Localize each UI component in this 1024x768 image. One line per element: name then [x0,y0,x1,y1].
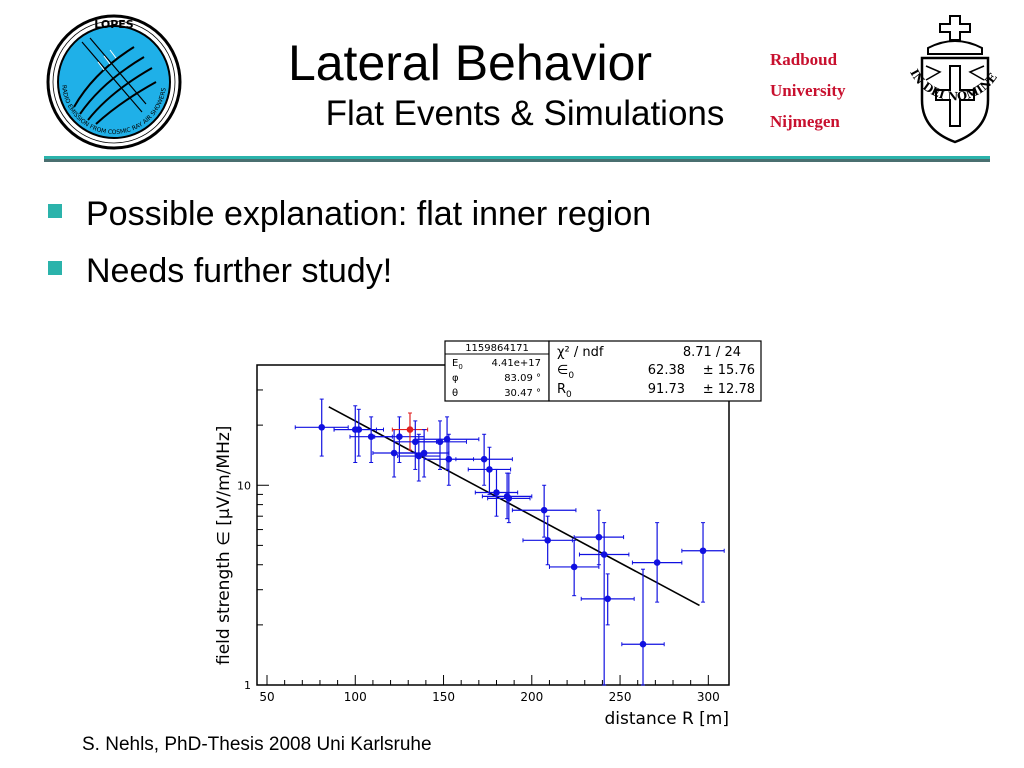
fit-eps0-error: ± 15.76 [703,363,755,378]
data-point [487,472,531,524]
data-point [548,539,600,597]
data-point-marker [544,537,551,544]
data-point [467,446,512,495]
fit-chi2-value: 8.71 / 24 [683,345,741,360]
fit-line [328,406,700,607]
data-point [522,515,573,566]
event-theta-value: 30.47 ° [504,388,541,399]
data-point-marker [595,533,603,541]
data-point-marker [420,449,428,457]
lopes-logo-text: LOPES [94,18,134,31]
highlighted-data-point [391,412,429,451]
event-energy-value: 4.41e+17 [491,358,541,369]
bullet-text: Possible explanation: flat inner region [86,195,652,233]
event-energy-label: E0 [452,358,463,371]
data-point-marker [604,595,611,603]
university-line-3: Nijmegen [770,112,840,131]
data-point-marker [600,551,608,558]
data-point-marker [318,424,326,431]
event-phi-value: 83.09 ° [504,373,541,384]
data-point-marker [355,426,363,433]
data-point-marker [570,563,578,571]
data-point-marker [445,455,453,463]
title-block: Lateral Behavior Flat Events & Simulatio… [200,34,800,134]
x-tick-label: 50 [259,690,274,704]
data-point [621,568,665,686]
data-point-marker [699,547,707,555]
university-line-2: University [770,81,846,100]
data-point-marker [390,449,398,457]
y-tick-label: 1 [244,679,251,692]
data-point-marker [505,495,513,502]
fit-r0-label: R0 [557,382,572,400]
data-point-marker [486,466,493,473]
event-phi-label: φ [452,373,459,384]
x-tick-label: 150 [432,690,455,704]
data-point [474,468,519,517]
bullet-item: Possible explanation: flat inner region [48,186,651,243]
fit-chi2-label: χ² / ndf [557,345,604,360]
bullet-text: Needs further study! [86,252,393,290]
slide-subtitle: Flat Events & Simulations [325,94,725,133]
data-point [631,522,683,603]
data-point-marker [540,506,548,514]
data-point-marker [367,433,375,441]
data-point [580,573,635,626]
fit-r0-error: ± 12.78 [703,382,755,397]
radboud-seal-logo: IN DEI NOMINE FELICITER [900,10,1010,156]
data-point [578,522,630,686]
data-point [681,522,725,603]
lateral-distribution-chart: 1159864171 E0 4.41e+17 φ 83.09 ° θ 30.47… [214,340,762,729]
data-point [573,509,625,566]
university-name: Radboud University Nijmegen [770,44,846,137]
x-tick-label: 250 [609,690,632,704]
plot-frame [256,364,730,686]
x-tick-label: 300 [697,690,720,704]
data-point-marker [415,452,423,460]
fit-eps0-label: ∈0 [557,363,574,381]
x-axis-label: distance R [m] [605,709,729,729]
bullet-list: Possible explanation: flat inner region … [48,186,651,300]
citation-caption: S. Nehls, PhD-Thesis 2008 Uni Karlsruhe [82,734,432,755]
data-point [294,398,349,457]
axis-ticks: 50 100 150 200 250 300 1 10 [237,364,720,704]
event-theta-label: θ [452,388,458,399]
event-id: 1159864171 [465,343,529,354]
x-tick-label: 200 [520,690,543,704]
bullet-item: Needs further study! [48,243,651,300]
event-info-box: 1159864171 E0 4.41e+17 φ 83.09 ° θ 30.47… [444,340,550,402]
x-tick-label: 100 [344,690,367,704]
data-point-marker [406,426,414,433]
data-point-marker [653,559,661,566]
data-point-marker [639,640,647,648]
data-point-marker [436,438,444,446]
data-point [511,484,577,538]
data-point-marker [396,433,403,441]
y-tick-label: 10 [237,479,251,492]
lopes-logo: LOPES RADIO EMISSION FROM COSMIC RAY AIR… [46,14,182,150]
data-point [455,433,513,486]
fit-r0-value: 91.73 [648,382,685,397]
data-point-marker [480,455,488,463]
data-marks [294,398,725,686]
header-rule [44,156,990,162]
bullet-square-icon [48,204,62,218]
y-axis-label: field strength ∈ [µV/m/MHz] [214,426,234,665]
data-point [333,408,385,457]
university-line-1: Radboud [770,50,838,69]
bullet-square-icon [48,261,62,275]
slide-title: Lateral Behavior [287,35,653,91]
data-point-marker [493,489,500,496]
fit-info-box: χ² / ndf 8.71 / 24 ∈0 62.38 ± 15.76 R0 9… [548,340,762,402]
fit-eps0-value: 62.38 [648,363,685,378]
data-point [413,420,467,470]
